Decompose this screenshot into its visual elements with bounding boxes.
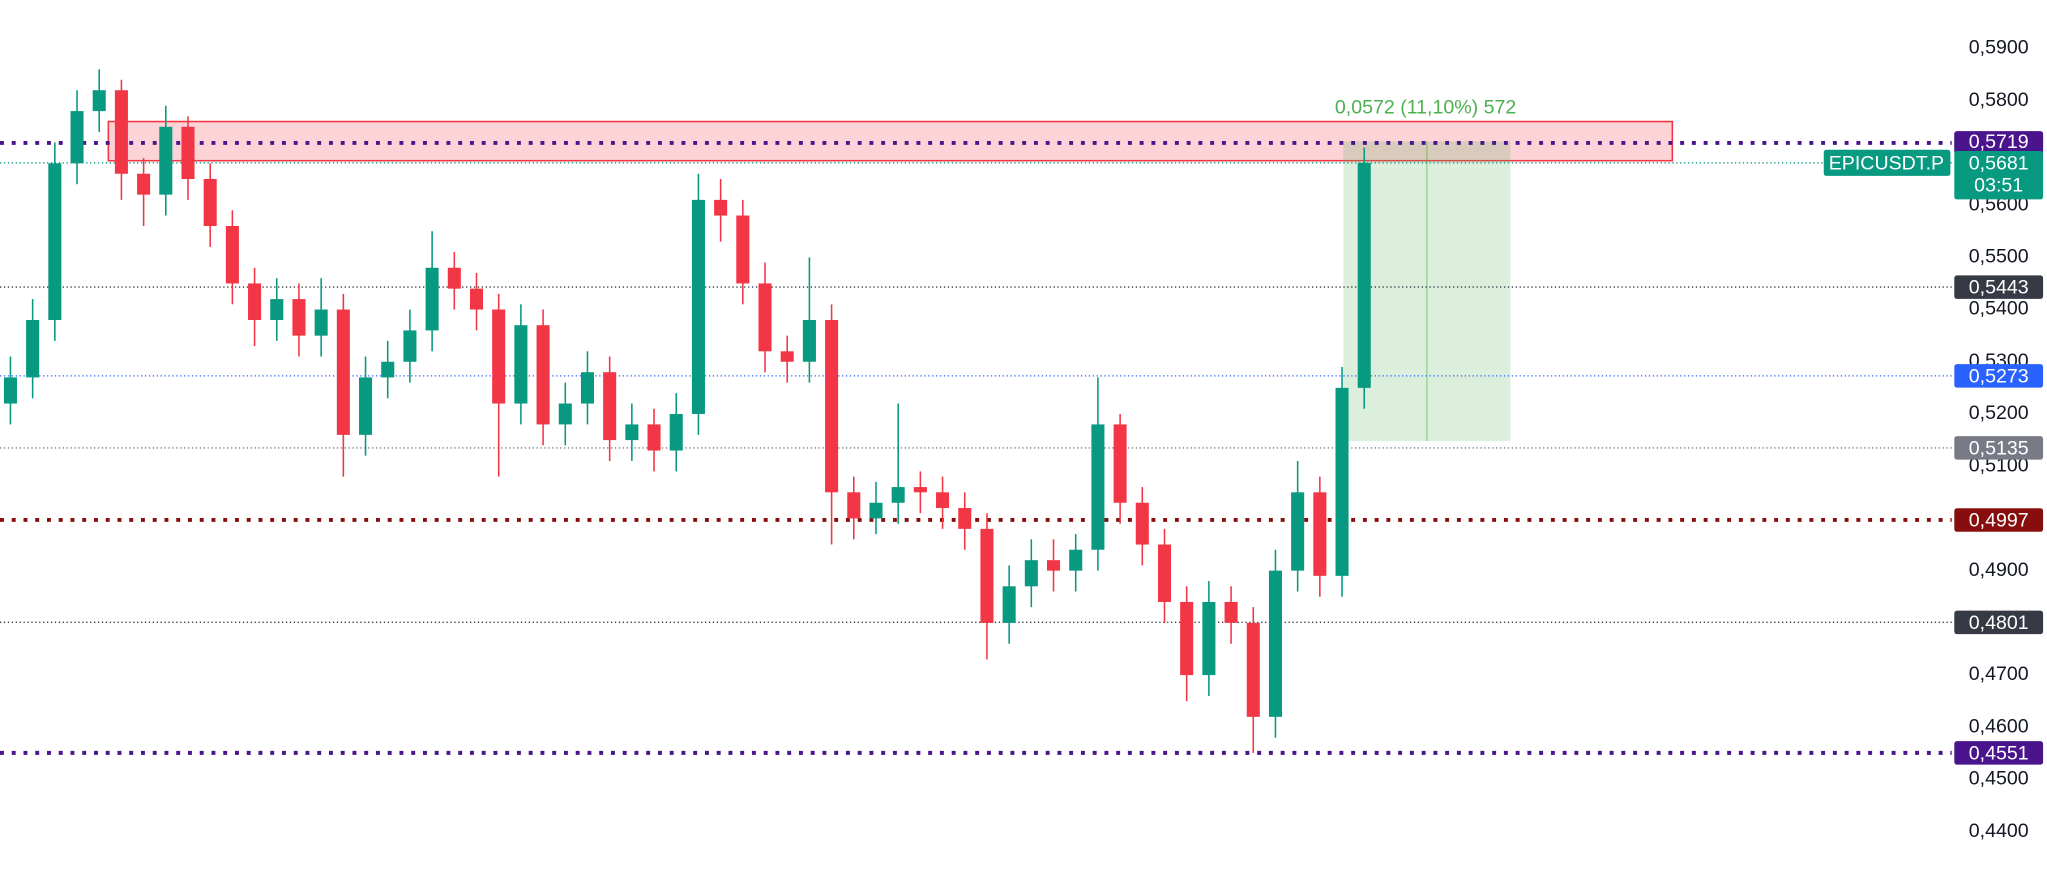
y-tick-label: 0,4500 xyxy=(1969,768,2029,790)
candle-body xyxy=(292,299,306,336)
level-label: 0,5135 xyxy=(1969,437,2029,459)
candle-body xyxy=(1313,492,1327,576)
candle-body xyxy=(758,283,772,352)
candle-body xyxy=(980,528,994,623)
candle-body xyxy=(403,330,417,362)
candle-body xyxy=(580,372,594,404)
level-label: 0,4551 xyxy=(1969,742,2029,764)
candle-body xyxy=(181,126,195,179)
level-label: 0,5273 xyxy=(1969,365,2029,387)
candle-body xyxy=(1335,387,1349,576)
price-label: 0,5681 xyxy=(1969,152,2029,174)
candle-body xyxy=(1046,560,1061,571)
candle-body xyxy=(92,90,106,112)
level-label-bg xyxy=(1954,436,2044,460)
candle-body xyxy=(359,377,373,435)
symbol-label: EPICUSDT.P xyxy=(1829,152,1944,174)
candle-body xyxy=(48,163,62,320)
candle-body xyxy=(536,325,550,425)
candle-body xyxy=(1024,560,1038,587)
candle-body xyxy=(336,309,350,435)
candle-body xyxy=(647,424,661,451)
candle-body xyxy=(248,283,262,320)
candle-body xyxy=(891,487,905,503)
candle-body xyxy=(691,199,705,414)
candle-body xyxy=(1113,424,1127,503)
candle-body xyxy=(847,492,861,519)
price-label-bg xyxy=(1954,151,2044,200)
level-label-bg xyxy=(1954,364,2044,388)
candle-body xyxy=(425,267,439,331)
candle-body xyxy=(270,299,284,320)
candle-body xyxy=(1157,544,1172,602)
candle-body xyxy=(1246,622,1260,717)
candle-body xyxy=(137,173,151,195)
candle-body xyxy=(159,126,173,195)
candle-body xyxy=(1268,570,1282,717)
candle-body xyxy=(936,492,950,508)
level-label: 0,5443 xyxy=(1969,277,2029,299)
candle-body xyxy=(203,178,217,226)
level-label: 0,4801 xyxy=(1969,612,2029,634)
candle-body xyxy=(1291,492,1305,571)
candle-body xyxy=(1091,424,1105,550)
candle-body xyxy=(26,319,40,378)
candle-body xyxy=(3,377,17,404)
position-label: 0,0572 (11,10%) 572 xyxy=(1335,97,1516,119)
candle-body xyxy=(669,413,683,451)
candle-body xyxy=(625,424,639,441)
candle-body xyxy=(1002,586,1016,623)
candle-body xyxy=(825,319,839,493)
candle-body xyxy=(780,351,794,362)
candle-body xyxy=(802,319,816,362)
candle-body xyxy=(714,199,728,216)
candle-body xyxy=(869,502,883,519)
candle-body xyxy=(603,372,617,441)
level-label-bg xyxy=(1954,275,2044,299)
candle-body xyxy=(225,225,239,284)
candle-body xyxy=(1180,601,1194,676)
y-tick-label: 0,4400 xyxy=(1969,820,2029,842)
y-tick-label: 0,5900 xyxy=(1969,37,2029,59)
y-tick-label: 0,4900 xyxy=(1969,559,2029,581)
candle-body xyxy=(1202,601,1216,676)
candle-body xyxy=(1135,502,1149,545)
candle-body xyxy=(114,90,128,174)
level-label: 0,4997 xyxy=(1969,509,2029,531)
candle-body xyxy=(558,403,572,425)
candle-body xyxy=(314,309,328,336)
candle-body xyxy=(514,325,528,404)
level-label-bg xyxy=(1954,508,2044,532)
candle-body xyxy=(381,361,395,378)
y-tick-label: 0,5500 xyxy=(1969,245,2029,267)
candle-body xyxy=(1357,162,1371,388)
y-tick-label: 0,5800 xyxy=(1969,89,2029,111)
candle-body xyxy=(70,111,84,164)
y-tick-label: 0,5100 xyxy=(1969,454,2029,476)
candle-body xyxy=(1224,601,1238,623)
countdown-label: 03:51 xyxy=(1974,174,2023,196)
candle-body xyxy=(447,267,461,289)
symbol-label-bg xyxy=(1823,149,1951,176)
y-tick-label: 0,5400 xyxy=(1969,298,2029,320)
candle-body xyxy=(1069,549,1083,571)
level-label-bg xyxy=(1954,610,2044,635)
candle-body xyxy=(913,487,927,493)
y-tick-label: 0,4700 xyxy=(1969,663,2029,685)
level-label-bg xyxy=(1954,131,2044,151)
y-tick-label: 0,4600 xyxy=(1969,715,2029,737)
candle-body xyxy=(958,507,972,529)
level-label-bg xyxy=(1954,741,2044,765)
candle-body xyxy=(469,288,484,310)
y-tick-label: 0,5200 xyxy=(1969,402,2029,424)
candle-body xyxy=(492,309,506,404)
level-label: 0,5719 xyxy=(1969,131,2029,153)
candle-body xyxy=(736,215,750,284)
